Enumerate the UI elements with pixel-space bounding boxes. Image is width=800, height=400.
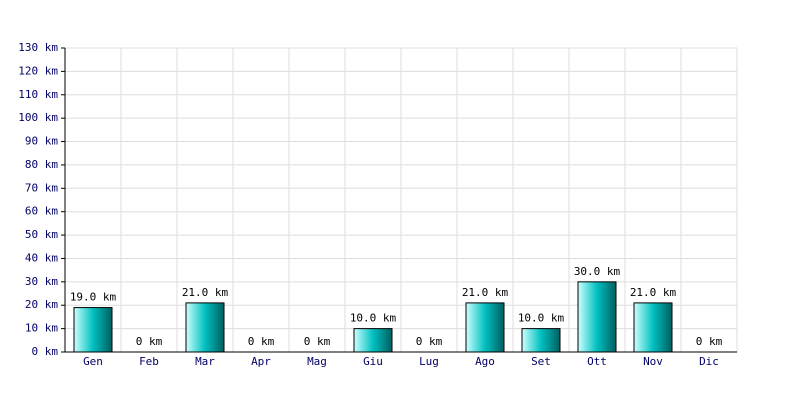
y-tick-label: 80 km: [25, 158, 58, 171]
x-tick-label: Gen: [83, 355, 103, 368]
y-tick-label: 110 km: [18, 88, 58, 101]
data-label: 0 km: [416, 335, 443, 348]
y-tick-label: 50 km: [25, 228, 58, 241]
data-label: 0 km: [248, 335, 275, 348]
data-label: 21.0 km: [462, 286, 509, 299]
y-tick-label: 0 km: [32, 345, 59, 358]
x-tick-label: Lug: [419, 355, 439, 368]
data-label: 19.0 km: [70, 291, 117, 304]
bar: [185, 302, 225, 353]
data-label: 21.0 km: [182, 286, 229, 299]
bar: [577, 281, 617, 353]
x-tick-label: Feb: [139, 355, 159, 368]
bar: [73, 307, 113, 353]
data-label: 10.0 km: [350, 312, 397, 325]
y-tick-label: 10 km: [25, 322, 58, 335]
x-tick-label: Ago: [475, 355, 495, 368]
data-label: 21.0 km: [630, 286, 677, 299]
data-label: 0 km: [696, 335, 723, 348]
y-tick-label: 20 km: [25, 298, 58, 311]
data-label: 0 km: [304, 335, 331, 348]
data-label: 10.0 km: [518, 312, 565, 325]
bar: [353, 328, 393, 353]
x-tick-label: Mag: [307, 355, 327, 368]
y-tick-label: 100 km: [18, 111, 58, 124]
bar: [633, 302, 673, 353]
y-tick-label: 70 km: [25, 181, 58, 194]
x-tick-label: Giu: [363, 355, 383, 368]
data-label: 30.0 km: [574, 265, 621, 278]
y-tick-label: 90 km: [25, 135, 58, 148]
x-tick-label: Mar: [195, 355, 215, 368]
y-tick-label: 120 km: [18, 64, 58, 77]
y-tick-label: 40 km: [25, 251, 58, 264]
x-tick-label: Set: [531, 355, 551, 368]
x-tick-label: Nov: [643, 355, 663, 368]
x-tick-label: Ott: [587, 355, 607, 368]
y-tick-label: 30 km: [25, 275, 58, 288]
y-tick-label: 60 km: [25, 205, 58, 218]
y-tick-label: 130 km: [18, 41, 58, 54]
bar: [465, 302, 505, 353]
bar: [521, 328, 561, 353]
x-tick-label: Dic: [699, 355, 719, 368]
x-tick-label: Apr: [251, 355, 271, 368]
data-label: 0 km: [136, 335, 163, 348]
